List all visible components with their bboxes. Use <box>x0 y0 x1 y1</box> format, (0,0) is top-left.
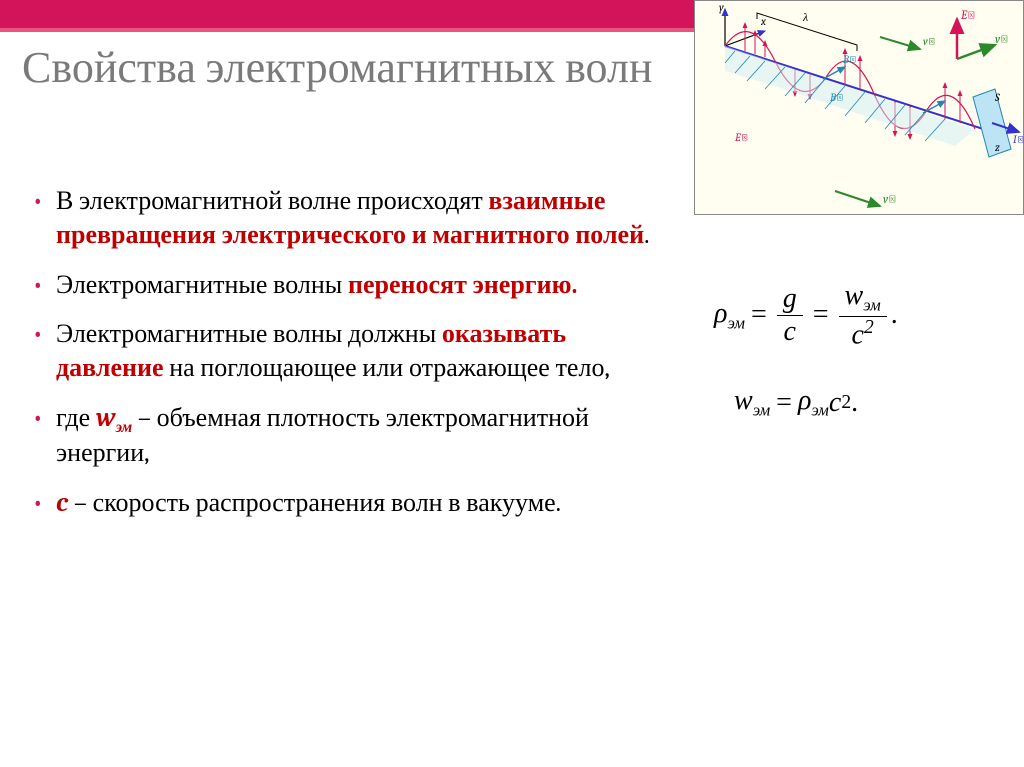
bullet-2-hl: переносят энергию. <box>348 270 577 300</box>
bullet-2-pre: Электромагнитные волны <box>56 270 348 300</box>
svg-text:I⃗: I⃗ <box>1013 133 1024 146</box>
svg-text:S: S <box>994 91 1000 104</box>
formula-2: wэм = ρэмc2. <box>734 385 974 421</box>
svg-text:v⃗: v⃗ <box>995 32 1008 46</box>
formula-1: ρэм = gc = wэм c2 . <box>714 280 974 351</box>
bullet-3: Электромагнитные волны должны оказывать … <box>26 318 666 386</box>
svg-text:y: y <box>719 1 724 14</box>
bullet-1-post: . <box>644 220 649 250</box>
bullet-3-pre: Электромагнитные волны должны <box>56 319 442 349</box>
bullet-5-post: – скорость распространения волн в вакуум… <box>68 488 561 518</box>
em-wave-diagram: y x z λ E⃗ v⃗ v⃗ v⃗ B⃗ B⃗ E⃗ S I⃗ <box>694 0 1024 215</box>
bullet-5-hl: c <box>56 488 68 518</box>
svg-text:E⃗: E⃗ <box>734 131 748 144</box>
slide-title: Свойства электромагнитных волн <box>22 40 702 95</box>
svg-text:B⃗: B⃗ <box>829 91 843 104</box>
svg-text:x: x <box>760 15 766 28</box>
bullet-4-post: – объемная плотность электромагнитной эн… <box>56 403 589 468</box>
svg-text:E⃗: E⃗ <box>960 8 975 22</box>
bullet-3-post: на поглощающее или отражающее тело, <box>163 353 609 383</box>
bullet-5: c – скорость распространения волн в ваку… <box>26 487 666 521</box>
svg-text:λ: λ <box>802 10 808 24</box>
bullet-content: В электромагнитной волне происходят взаи… <box>26 185 666 537</box>
svg-text:v⃗: v⃗ <box>883 192 896 206</box>
bullet-4: где wэм – объемная плотность электромагн… <box>26 402 666 471</box>
bullet-4-pre: где <box>56 403 96 433</box>
svg-text:B⃗: B⃗ <box>842 53 856 66</box>
bullet-1: В электромагнитной волне происходят взаи… <box>26 185 666 253</box>
formulas-block: ρэм = gc = wэм c2 . wэм = ρэмc2. <box>714 280 974 455</box>
bullet-1-pre: В электромагнитной волне происходят <box>56 186 488 216</box>
svg-text:z: z <box>995 141 1000 154</box>
bullet-4-hl: wэм <box>96 403 132 433</box>
bullet-2: Электромагнитные волны переносят энергию… <box>26 269 666 303</box>
svg-text:v⃗: v⃗ <box>923 35 935 48</box>
